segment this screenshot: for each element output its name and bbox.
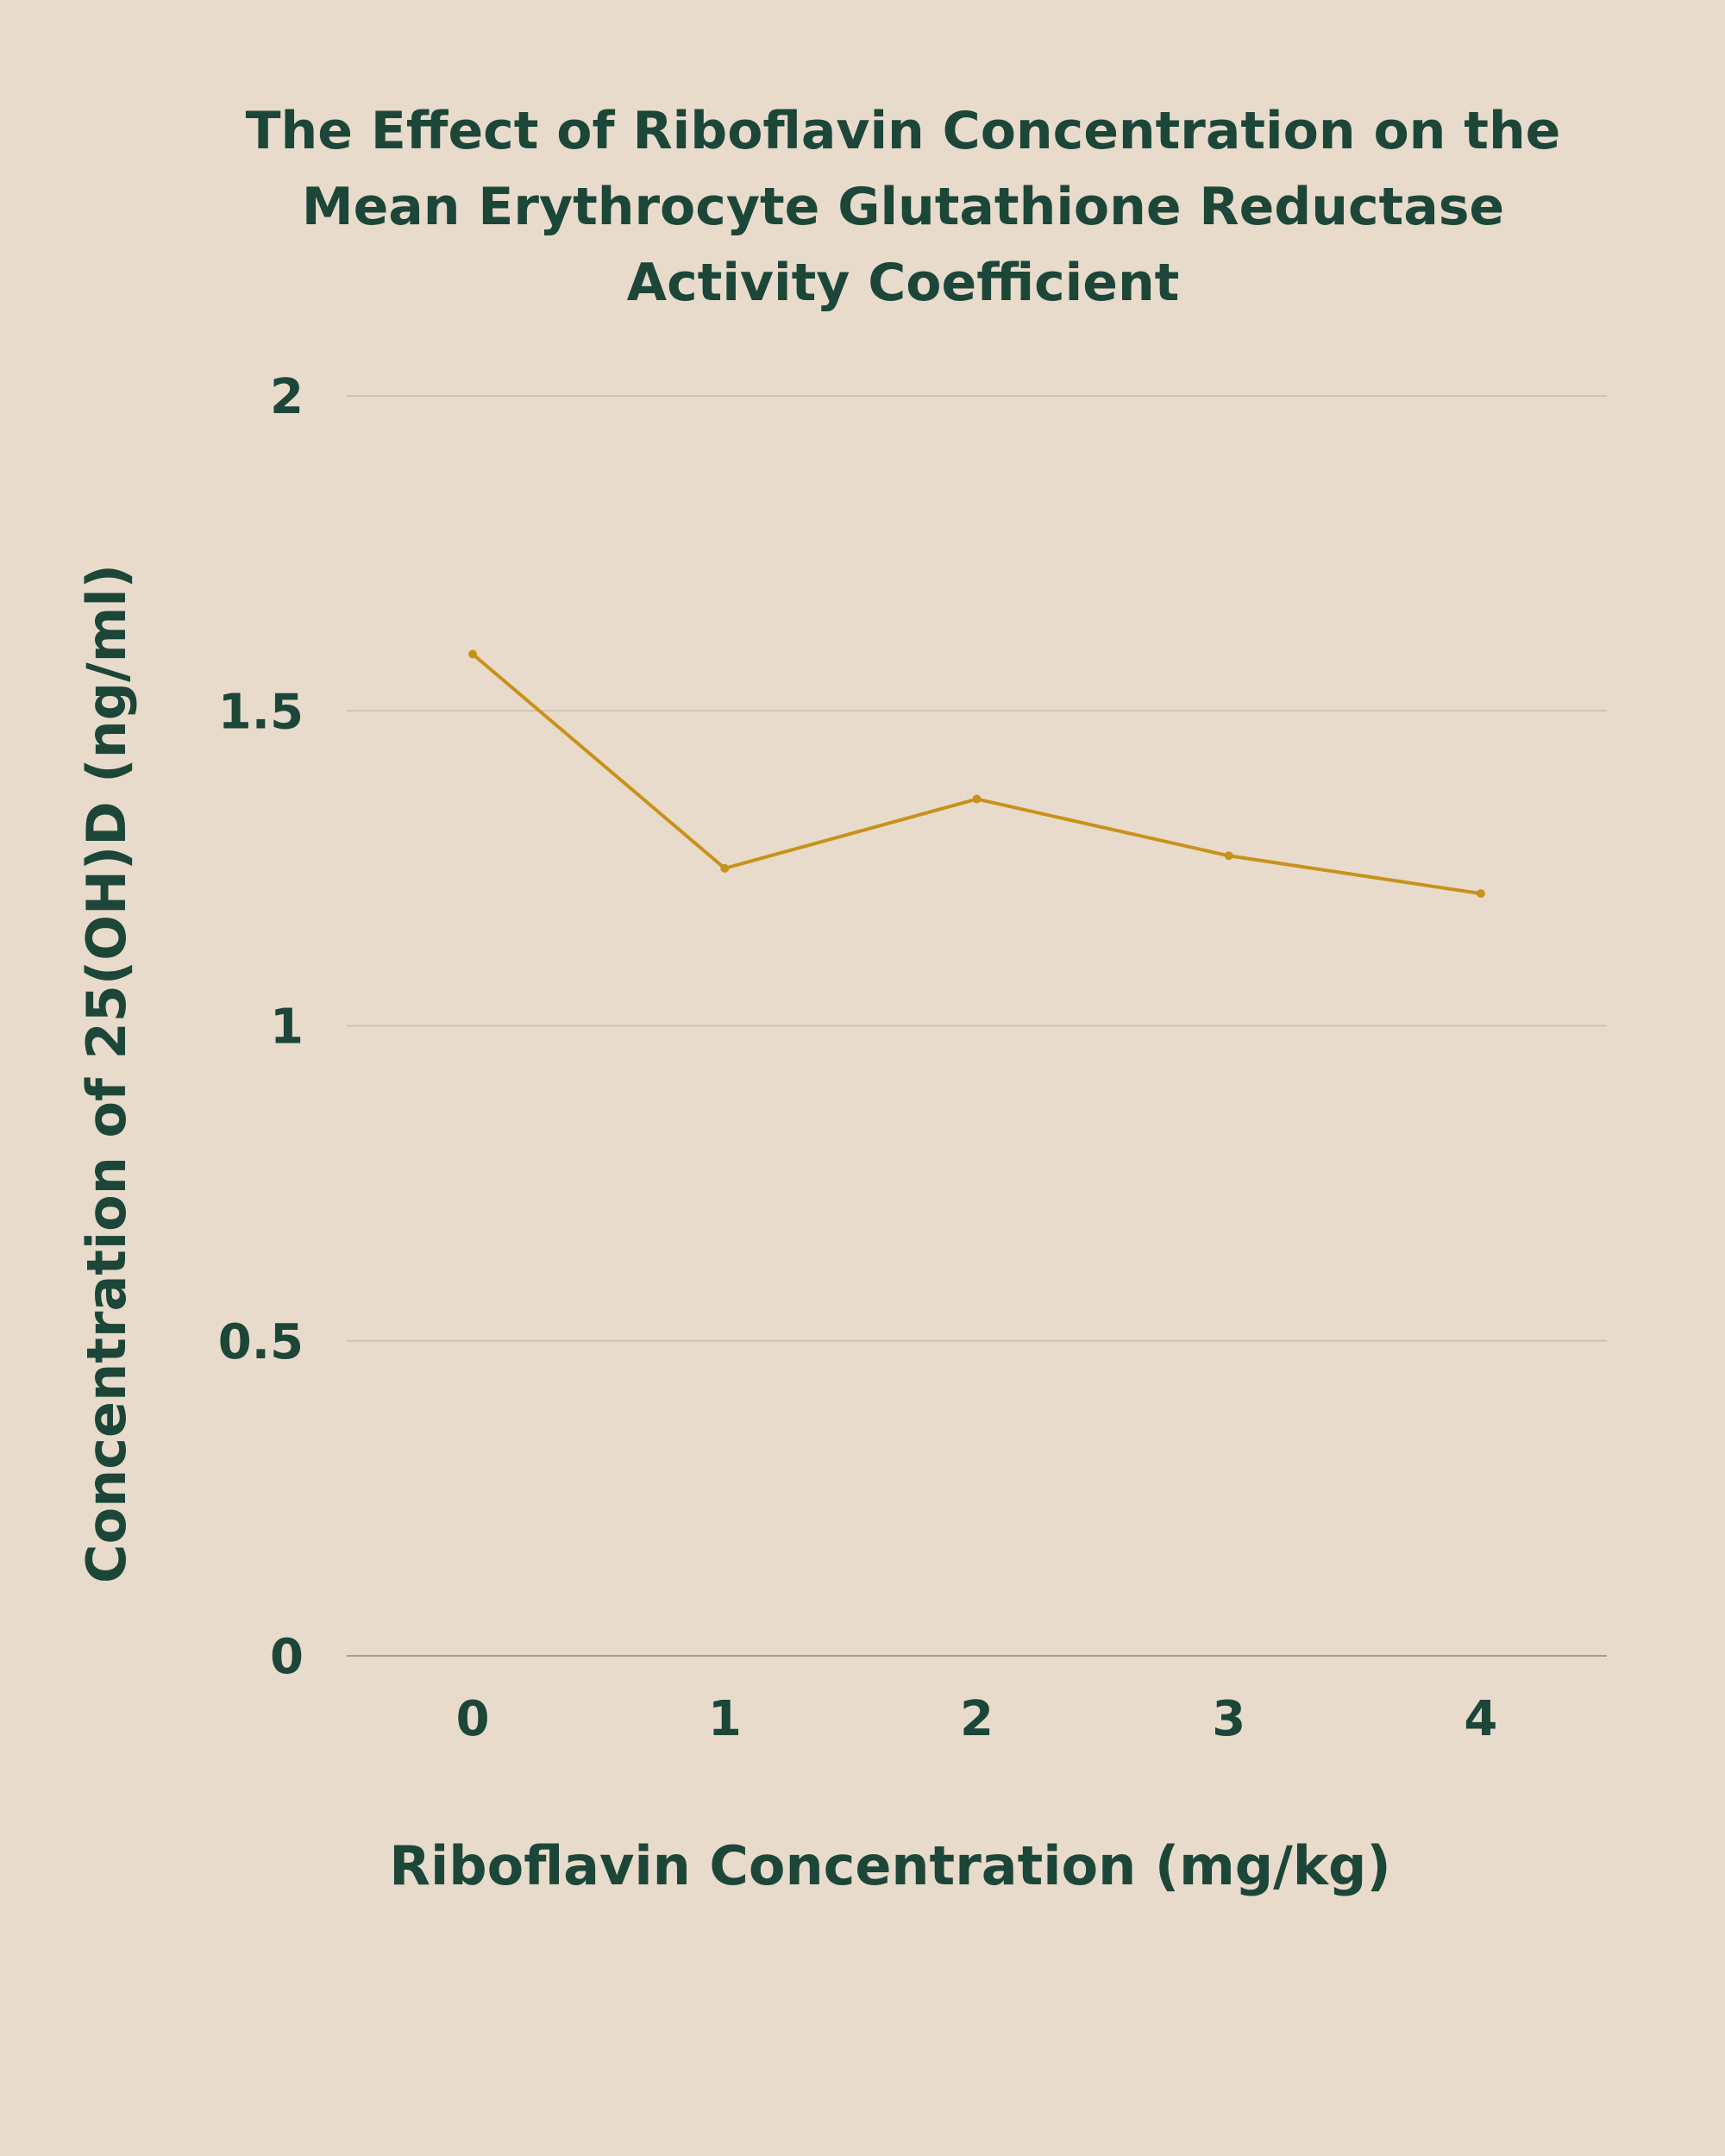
y-tick-label: 0 — [270, 1629, 304, 1685]
chart-title-line-2: Mean Erythrocyte Glutathione Reductase — [301, 177, 1505, 237]
y-tick-labels: 0 0.5 1 1.5 2 — [218, 369, 304, 1685]
y-tick-label: 1.5 — [218, 684, 304, 740]
y-tick-label: 1 — [270, 1000, 304, 1056]
chart-title-line-3: Activity Coefficient — [626, 253, 1180, 313]
data-point — [468, 649, 478, 659]
gridlines — [347, 395, 1607, 1657]
x-tick-label: 0 — [456, 1691, 490, 1747]
x-tick-label: 4 — [1464, 1691, 1497, 1747]
series-line — [468, 649, 1485, 899]
data-point — [972, 794, 982, 804]
data-point — [1476, 889, 1485, 899]
x-tick-label: 1 — [708, 1691, 742, 1747]
y-tick-label: 2 — [270, 369, 304, 425]
chart-title: The Effect of Riboflavin Concentration o… — [0, 93, 1725, 321]
chart-title-line-1: The Effect of Riboflavin Concentration o… — [245, 101, 1561, 161]
y-axis-label: Concentration of 25(OH)D (ng/ml) — [75, 564, 138, 1583]
series-line-path — [471, 652, 1482, 896]
x-tick-labels: 0 1 2 3 4 — [456, 1691, 1498, 1747]
data-point — [720, 863, 730, 873]
x-tick-label: 3 — [1212, 1691, 1245, 1747]
x-axis-label: Riboflavin Concentration (mg/kg) — [389, 1834, 1391, 1897]
data-point — [1224, 851, 1233, 861]
x-tick-label: 2 — [960, 1691, 994, 1747]
y-tick-label: 0.5 — [218, 1314, 304, 1370]
